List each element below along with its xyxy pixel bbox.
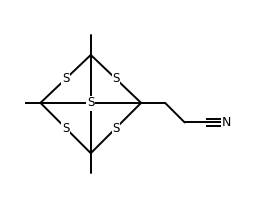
Text: S: S (112, 72, 120, 85)
Text: N: N (221, 116, 231, 129)
Text: S: S (87, 98, 94, 111)
Text: S: S (62, 72, 69, 85)
Text: S: S (62, 122, 69, 134)
Text: S: S (87, 96, 94, 109)
Text: S: S (112, 122, 120, 134)
